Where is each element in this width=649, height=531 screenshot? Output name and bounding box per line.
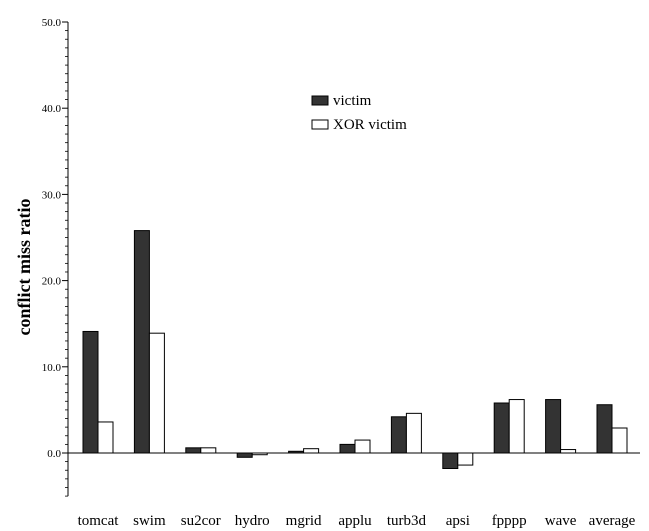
bar-victim bbox=[545, 399, 562, 454]
x-tick-label: fpppp bbox=[492, 513, 527, 529]
legend-label: victim bbox=[333, 93, 372, 109]
legend-swatch bbox=[311, 119, 329, 130]
bar-xor-victim bbox=[148, 332, 165, 454]
bar-xor-victim bbox=[251, 452, 268, 456]
y-tick-label: 30.0 bbox=[42, 189, 62, 201]
bars bbox=[82, 230, 628, 470]
bar-victim bbox=[442, 452, 459, 470]
y-tick-label: 10.0 bbox=[42, 362, 62, 374]
x-tick-label: wave bbox=[545, 513, 577, 529]
bar-victim bbox=[82, 330, 99, 454]
legend-swatch bbox=[311, 95, 329, 106]
x-tick-label: turb3d bbox=[387, 513, 427, 529]
x-tick-label: applu bbox=[338, 513, 372, 529]
y-tick-label: 40.0 bbox=[42, 103, 62, 115]
category-labels: tomcat swim su2cor hydro mgrid applu turb3d aps… bbox=[78, 513, 636, 529]
bar-victim bbox=[390, 416, 407, 454]
bar-xor-victim bbox=[405, 412, 422, 454]
x-tick-label: average bbox=[589, 513, 636, 529]
y-axis-label: conflict miss ratio bbox=[14, 199, 34, 336]
bar-victim bbox=[185, 447, 202, 454]
legend-label: XOR victim bbox=[333, 117, 407, 133]
x-tick-label: apsi bbox=[446, 513, 470, 529]
x-tick-label: su2cor bbox=[181, 513, 221, 529]
bar-xor-victim bbox=[508, 399, 525, 454]
legend: victim XOR victim bbox=[311, 93, 407, 133]
bar-xor-victim bbox=[303, 448, 320, 454]
x-tick-label: hydro bbox=[235, 513, 270, 529]
bar-victim bbox=[288, 450, 305, 454]
x-tick-label: tomcat bbox=[78, 513, 120, 529]
bar-xor-victim bbox=[457, 452, 474, 466]
bar-xor-victim bbox=[354, 439, 371, 454]
y-tick-label: 0.0 bbox=[47, 448, 61, 460]
bar-xor-victim bbox=[560, 449, 577, 454]
y-tick-label: 20.0 bbox=[42, 276, 62, 288]
x-tick-label: swim bbox=[133, 513, 166, 529]
bar-victim bbox=[596, 404, 613, 454]
bar-xor-victim bbox=[97, 421, 114, 454]
bar-xor-victim bbox=[611, 427, 628, 454]
x-tick-label: mgrid bbox=[286, 513, 322, 529]
bar-victim bbox=[236, 452, 253, 458]
bar-victim bbox=[133, 230, 150, 454]
bar-victim bbox=[493, 402, 510, 454]
bar-victim bbox=[339, 443, 356, 454]
bar-xor-victim bbox=[200, 447, 217, 454]
y-tick-label: 50.0 bbox=[42, 17, 62, 29]
